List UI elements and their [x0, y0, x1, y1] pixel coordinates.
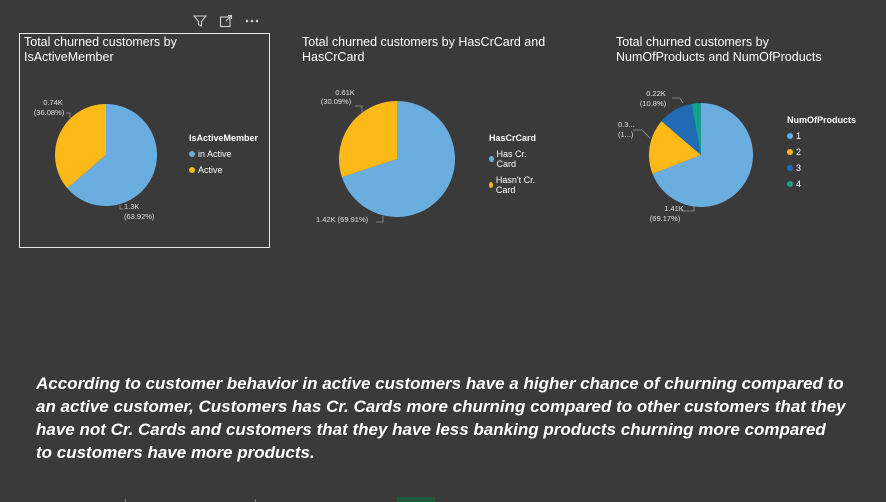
- data-label: (63.92%): [124, 212, 155, 221]
- leader-line: [672, 97, 684, 104]
- legend-item-active[interactable]: Active: [189, 165, 258, 175]
- legend-label: Has Cr. Card: [496, 149, 527, 169]
- focus-mode-icon[interactable]: [218, 13, 234, 29]
- chart-title: Total churned customers by IsActiveMembe…: [24, 35, 177, 64]
- legend-item-no-card[interactable]: Hasn't Cr. Card: [489, 175, 536, 195]
- pie-slice-1[interactable]: [652, 103, 754, 207]
- leader-line: [355, 105, 363, 112]
- legend-dot: [787, 149, 793, 155]
- legend-label: 4: [796, 179, 802, 189]
- legend-item-inactive[interactable]: in Active: [189, 149, 258, 159]
- leader-line: [633, 129, 651, 139]
- chart-title: Total churned customers by HasCrCard and…: [302, 35, 546, 64]
- pie-slice-2[interactable]: [648, 121, 701, 174]
- legend-dot: [489, 182, 493, 188]
- data-label: (10.8%): [640, 99, 667, 108]
- selected-visual-border: [19, 33, 270, 248]
- data-label: (36.08%): [34, 108, 65, 117]
- page-tick: [255, 499, 256, 502]
- legend-item-1[interactable]: 1: [787, 131, 856, 141]
- filter-icon[interactable]: [192, 13, 208, 29]
- legend-label: 3: [796, 163, 802, 173]
- data-label: 1.41K: [664, 204, 684, 213]
- pie-slice-4[interactable]: [691, 103, 701, 155]
- insight-text: According to customer behavior in active…: [36, 374, 846, 462]
- legend-label: Hasn't Cr. Card: [495, 175, 536, 195]
- data-label: 0.74K: [43, 98, 63, 107]
- pie-slice-hasn-t-cr-card[interactable]: [339, 101, 397, 178]
- data-label: 0.61K: [335, 88, 355, 97]
- legend-dot: [189, 151, 195, 157]
- legend: NumOfProducts 1 2 3 4: [787, 115, 856, 195]
- legend-item-3[interactable]: 3: [787, 163, 856, 173]
- legend-item-has-card[interactable]: Has Cr. Card: [489, 149, 536, 169]
- active-page-indicator[interactable]: [397, 497, 435, 502]
- leader-line: [119, 205, 123, 210]
- legend-dot: [787, 165, 793, 171]
- legend: HasCrCard Has Cr. Card Hasn't Cr. Card: [489, 133, 536, 201]
- legend-dot: [787, 133, 793, 139]
- legend: IsActiveMember in Active Active: [189, 133, 258, 181]
- pie-slice-has-cr-card[interactable]: [341, 101, 455, 217]
- legend-title: NumOfProducts: [787, 115, 857, 125]
- legend-item-2[interactable]: 2: [787, 147, 856, 157]
- legend-label: in Active: [198, 149, 232, 159]
- data-label: (69.17%): [650, 214, 681, 223]
- data-label: (1...): [618, 130, 634, 139]
- data-label: 1.3K: [124, 202, 139, 211]
- leader-line: [681, 206, 695, 212]
- legend-dot: [489, 156, 494, 162]
- leader-line: [376, 216, 384, 223]
- pie-slice-active[interactable]: [55, 104, 106, 189]
- more-options-icon[interactable]: [244, 13, 260, 29]
- chart-title: Total churned customers by NumOfProducts…: [616, 35, 822, 64]
- data-label: (30.09%): [321, 97, 352, 106]
- data-label: 0.3...: [618, 120, 635, 129]
- legend-title: HasCrCard: [489, 133, 537, 143]
- legend-label: Active: [198, 165, 223, 175]
- leader-line: [66, 112, 71, 118]
- visual-header: [192, 13, 260, 29]
- page-tick: [125, 499, 126, 502]
- legend-item-4[interactable]: 4: [787, 179, 856, 189]
- legend-dot: [189, 167, 195, 173]
- legend-label: 1: [796, 131, 802, 141]
- legend-title: IsActiveMember: [189, 133, 259, 143]
- legend-dot: [787, 181, 793, 187]
- pie-slice-3[interactable]: [661, 103, 701, 155]
- data-label: 1.42K (69.91%): [316, 215, 369, 224]
- legend-label: 2: [796, 147, 802, 157]
- pie-slice-in-active[interactable]: [67, 104, 157, 206]
- data-label: 0.22K: [646, 89, 666, 98]
